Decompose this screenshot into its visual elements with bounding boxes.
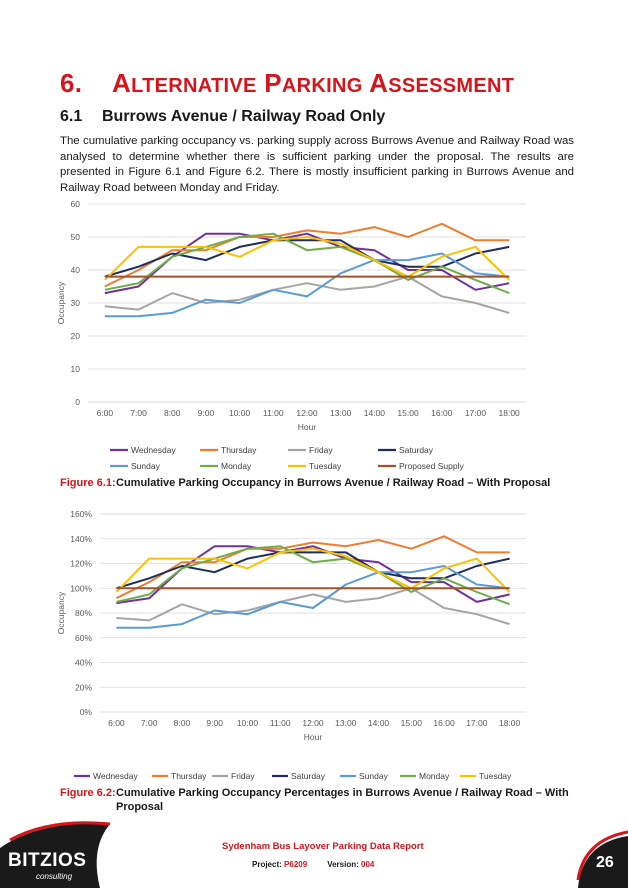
x-tick-label: 12:00 (302, 718, 324, 728)
x-tick-label: 17:00 (466, 718, 488, 728)
series-line-friday (116, 587, 510, 626)
series-line-friday (104, 275, 510, 314)
y-axis-label: Occupancy (56, 591, 66, 634)
y-tick-label: 20 (71, 331, 81, 341)
x-tick-label: 7:00 (130, 408, 147, 418)
series-line-monday (104, 232, 510, 295)
x-tick-label: 9:00 (206, 718, 223, 728)
y-tick-label: 80% (75, 608, 92, 618)
logo-swoosh (0, 823, 110, 888)
x-tick-label: 13:00 (335, 718, 357, 728)
x-axis-label: Hour (298, 422, 317, 432)
y-axis-label: Occupancy (56, 281, 66, 324)
legend-label: Thursday (171, 771, 207, 781)
x-tick-label: 18:00 (499, 408, 521, 418)
legend-label: Monday (221, 461, 252, 471)
y-tick-label: 60 (71, 199, 81, 209)
y-tick-label: 20% (75, 682, 92, 692)
x-tick-label: 10:00 (229, 408, 251, 418)
x-tick-label: 17:00 (465, 408, 487, 418)
y-tick-label: 60% (75, 633, 92, 643)
series-line-tuesday (104, 236, 510, 281)
x-tick-label: 14:00 (368, 718, 390, 728)
legend-label: Saturday (399, 445, 434, 455)
x-tick-label: 15:00 (397, 408, 419, 418)
occupancy-line-chart: 0 10 20 30 40 50 60 6:00 7:00 8:00 9:00 10:00 11:00 1… (56, 199, 526, 471)
figure-caption-6-2: Figure 6.2: Cumulative Parking Occupancy… (60, 787, 569, 813)
y-tick-label: 10 (71, 364, 81, 374)
chart-occupancy: 0 10 20 30 40 50 60 6:00 7:00 8:00 9:00 10:00 11:00 1… (48, 196, 538, 474)
x-axis-label: Hour (304, 732, 323, 742)
x-tick-label: 6:00 (97, 408, 114, 418)
x-tick-label: 11:00 (270, 718, 291, 728)
series-line-thursday (115, 535, 510, 600)
x-tick-label: 8:00 (174, 718, 191, 728)
page-number: 26 (596, 854, 614, 871)
y-tick-label: 100% (70, 583, 92, 593)
series-line-monday (116, 545, 510, 606)
x-tick-label: 10:00 (237, 718, 259, 728)
series-line-sunday (104, 252, 510, 318)
legend-label: Thursday (221, 445, 257, 455)
legend-label: Monday (419, 771, 450, 781)
x-tick-label: 7:00 (141, 718, 158, 728)
legend-label: Friday (309, 445, 333, 455)
legend-label: Friday (231, 771, 255, 781)
y-tick-label: 40 (71, 265, 81, 275)
legend-label: Sunday (131, 461, 161, 471)
footer-graphics (0, 821, 628, 888)
y-tick-label: 30 (71, 298, 81, 308)
legend-label: Wednesday (131, 445, 176, 455)
report-meta: Project: P6209 Version: 004 (252, 860, 375, 869)
x-tick-label: 18:00 (499, 718, 521, 728)
logo-subtext: consulting (36, 872, 73, 881)
chart-occupancy-percent: 0% 20% 40% 60% 80% 100% 120% 140% 160% 6:00 7:00 8:… (48, 506, 538, 784)
y-tick-label: 120% (70, 559, 92, 569)
legend-label: Proposed Supply (399, 461, 464, 471)
logo-text: BITZIOS (8, 850, 87, 871)
y-tick-label: 50 (71, 232, 81, 242)
logo-red-arc (9, 821, 111, 842)
occupancy-percent-line-chart: 0% 20% 40% 60% 80% 100% 120% 140% 160% 6:00 7:00 8:… (56, 509, 526, 781)
y-tick-label: 160% (70, 509, 92, 519)
subsection-heading: 6.1 Burrows Avenue / Railway Road Only (60, 108, 386, 125)
legend-label: Wednesday (93, 771, 138, 781)
x-tick-label: 6:00 (108, 718, 125, 728)
x-tick-label: 9:00 (198, 408, 215, 418)
legend-label: Sunday (359, 771, 389, 781)
y-tick-label: 0 (75, 397, 80, 407)
report-title: Sydenham Bus Layover Parking Data Report (222, 841, 424, 852)
y-tick-label: 0% (80, 707, 93, 717)
page-corner (578, 836, 628, 888)
body-paragraph: The cumulative parking occupancy vs. par… (60, 135, 574, 194)
legend-label: Tuesday (309, 461, 342, 471)
x-tick-label: 13:00 (330, 408, 352, 418)
x-tick-label: 16:00 (433, 718, 455, 728)
series-line-sunday (116, 565, 510, 629)
y-tick-label: 140% (70, 534, 92, 544)
x-tick-label: 16:00 (431, 408, 453, 418)
page-corner-arc (576, 830, 628, 881)
section-heading: 6. ALTERNATIVE PARKING ASSESSMENT (60, 68, 515, 98)
series-line-thursday (104, 222, 510, 288)
x-tick-label: 15:00 (401, 718, 423, 728)
x-tick-label: 14:00 (364, 408, 386, 418)
series-line-tuesday (115, 547, 511, 593)
y-tick-label: 40% (75, 658, 92, 668)
legend-label: Tuesday (479, 771, 512, 781)
x-tick-label: 11:00 (263, 408, 284, 418)
figure-caption-6-1: Figure 6.1: Cumulative Parking Occupancy… (60, 477, 551, 489)
legend-label: Saturday (291, 771, 326, 781)
x-tick-label: 12:00 (296, 408, 318, 418)
x-tick-label: 8:00 (164, 408, 181, 418)
